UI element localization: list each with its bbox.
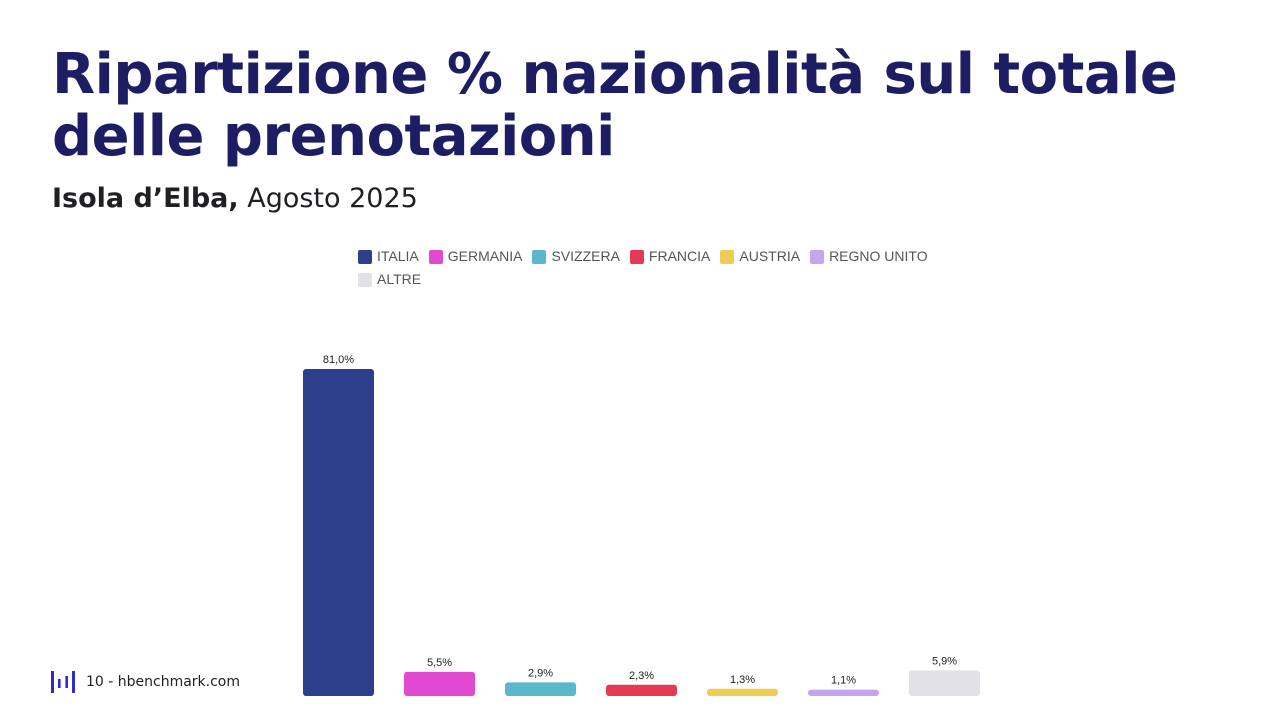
legend-item: ITALIA	[358, 248, 419, 265]
legend-swatch	[358, 249, 372, 264]
legend-label: FRANCIA	[648, 248, 711, 264]
subtitle-location: Isola d’Elba,	[52, 183, 239, 214]
legend-swatch	[428, 249, 443, 264]
hbenchmark-logo-icon	[51, 671, 75, 693]
legend-label: SVIZZERA	[551, 248, 620, 264]
bar-value-label: 5,5%	[427, 657, 452, 669]
legend-swatch	[629, 249, 644, 264]
bar-altre	[909, 670, 980, 696]
legend-label: REGNO UNITO	[829, 248, 928, 264]
legend-label: AUSTRIA	[739, 248, 801, 264]
bar-svizzera	[505, 682, 576, 696]
legend-swatch	[532, 249, 547, 264]
footer-text: 10 - hbenchmark.com	[86, 674, 241, 690]
legend-swatch	[358, 272, 372, 287]
bar-value-label: 2,3%	[629, 670, 654, 682]
legend-swatch	[810, 249, 825, 264]
legend-label: ALTRE	[377, 271, 422, 287]
legend-item: ALTRE	[358, 271, 421, 288]
legend-item: GERMANIA	[428, 248, 523, 265]
legend-item: AUSTRIA	[720, 248, 800, 265]
bar-germania	[404, 671, 475, 696]
page-title: Ripartizione % nazionalità sul totale de…	[52, 42, 1178, 169]
page-subtitle: Isola d’Elba, Agosto 2025	[52, 182, 418, 216]
legend-label: ITALIA	[377, 248, 419, 264]
legend-item: SVIZZERA	[532, 248, 620, 265]
bar-value-label: 81,0%	[323, 354, 354, 366]
footer: 10 - hbenchmark.com	[50, 670, 240, 694]
bar-italia	[303, 369, 374, 696]
bar-value-label: 1,3%	[730, 674, 755, 686]
bar-francia	[606, 684, 677, 696]
subtitle-period: Agosto 2025	[247, 183, 418, 214]
chart-legend: ITALIA GERMANIA SVIZZERA FRANCIA AUSTRIA REGN…	[358, 248, 958, 288]
bar-value-label: 2,9%	[528, 667, 553, 679]
bar-value-label: 5,9%	[932, 655, 957, 667]
legend-swatch	[720, 249, 735, 264]
legend-item: FRANCIA	[629, 248, 711, 265]
bar-austria	[707, 688, 778, 696]
bar-value-label: 1,1%	[831, 675, 856, 687]
legend-label: GERMANIA	[447, 248, 523, 264]
bar-regno-unito	[808, 689, 879, 696]
legend-item: REGNO UNITO	[810, 248, 928, 265]
